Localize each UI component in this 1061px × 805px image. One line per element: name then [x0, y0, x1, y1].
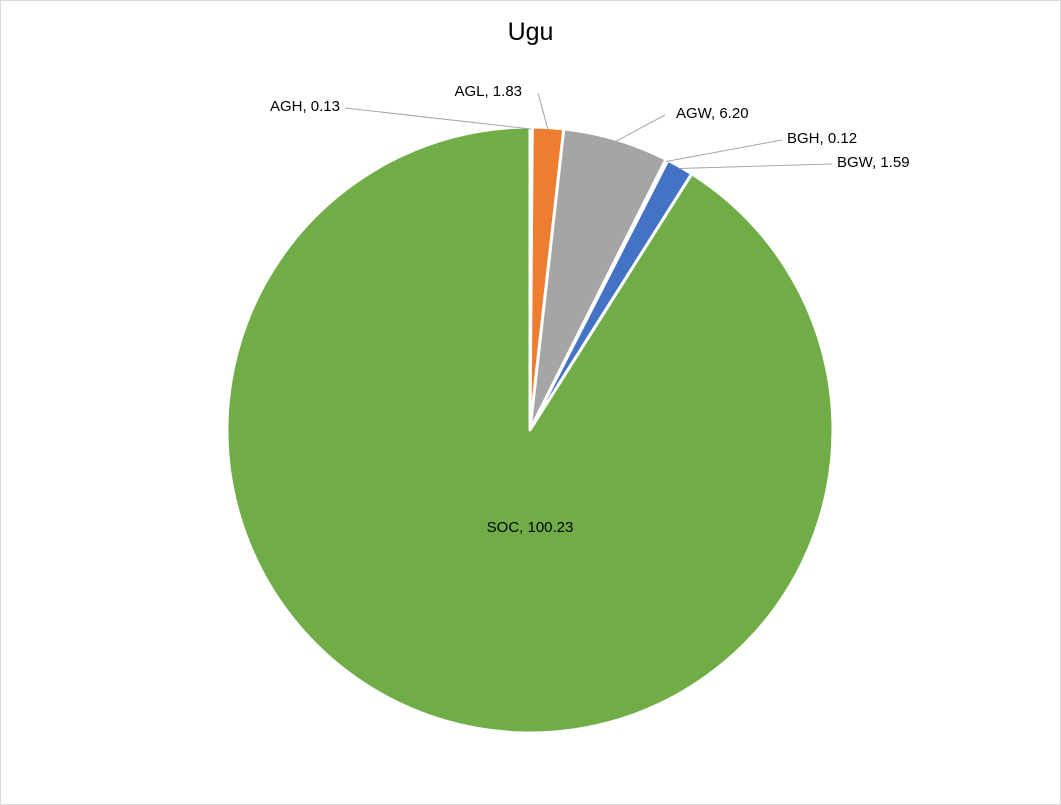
data-label-bgh: BGH, 0.12 — [787, 130, 857, 147]
data-label-soc: SOC, 100.23 — [487, 519, 574, 536]
data-label-agh: AGH, 0.13 — [270, 98, 340, 115]
data-label-agw: AGW, 6.20 — [676, 105, 749, 122]
leader-line-bgw — [678, 163, 833, 169]
leader-line-agh — [344, 107, 532, 130]
data-label-agl: AGL, 1.83 — [454, 83, 522, 100]
leader-line-bgh — [665, 139, 783, 163]
chart-title: Ugu — [507, 18, 554, 46]
leader-line-agl — [537, 92, 549, 130]
pie-slice-soc — [225, 125, 835, 735]
leader-line-agw — [615, 114, 666, 142]
data-label-bgw: BGW, 1.59 — [837, 154, 910, 171]
